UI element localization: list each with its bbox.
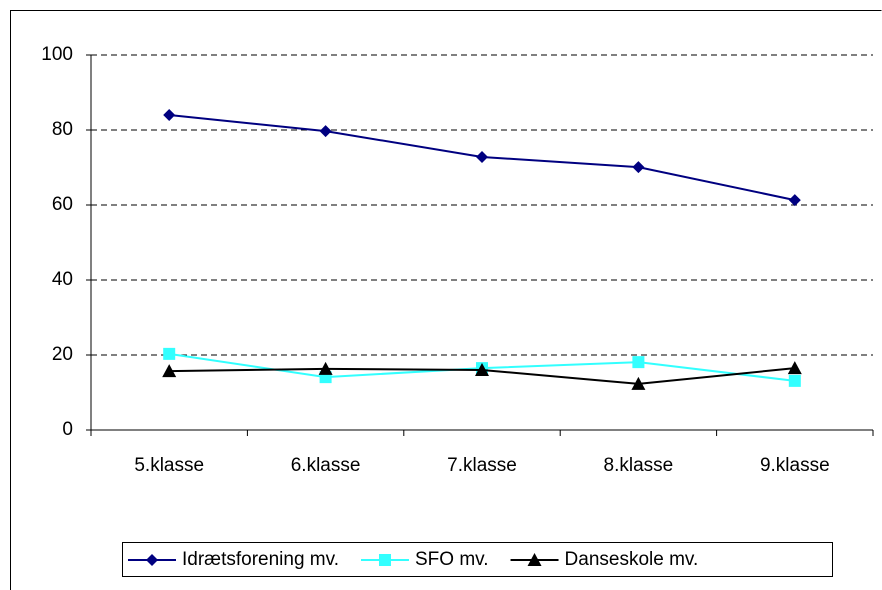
y-tick-label: 0 xyxy=(62,419,73,440)
y-tick-label: 80 xyxy=(52,119,73,140)
marker xyxy=(476,151,488,163)
x-tick-label: 9.klasse xyxy=(760,455,830,476)
marker xyxy=(475,363,489,376)
marker xyxy=(787,361,802,375)
marker xyxy=(788,374,801,387)
marker xyxy=(527,553,542,566)
marker xyxy=(163,347,176,360)
marker xyxy=(632,356,645,369)
x-tick-label: 8.klasse xyxy=(604,455,674,476)
y-tick-label: 100 xyxy=(41,44,73,65)
chart-frame xyxy=(10,10,882,590)
y-tick-label: 20 xyxy=(52,344,73,365)
marker xyxy=(163,109,176,121)
legend-label: Idrætsforening mv. xyxy=(182,549,339,570)
x-tick-label: 7.klasse xyxy=(447,455,517,476)
marker xyxy=(319,125,332,138)
legend-label: Danseskole mv. xyxy=(565,549,699,570)
y-tick-label: 60 xyxy=(52,194,73,215)
y-tick-label: 40 xyxy=(52,269,73,290)
legend-box xyxy=(122,542,833,577)
marker xyxy=(162,364,177,378)
marker xyxy=(631,376,646,390)
marker xyxy=(788,194,801,207)
legend-label: SFO mv. xyxy=(415,549,489,570)
marker xyxy=(318,361,333,375)
marker xyxy=(146,554,158,566)
x-tick-label: 6.klasse xyxy=(291,455,361,476)
x-tick-label: 5.klasse xyxy=(134,455,204,476)
marker xyxy=(632,161,645,174)
marker xyxy=(378,554,391,566)
